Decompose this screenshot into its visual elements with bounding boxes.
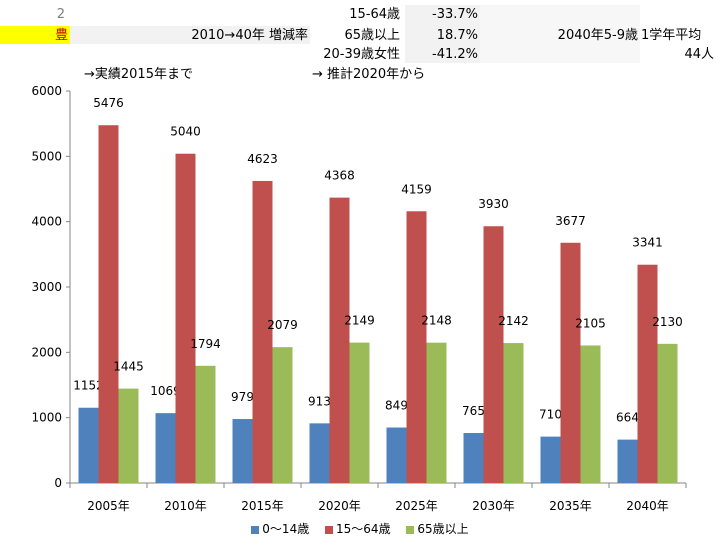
data-label: 1152 [73,379,104,393]
x-tick-label: 2030年 [472,499,515,513]
bar [503,343,524,483]
bar [175,153,196,483]
age-label-65plus: 65歳以上 [344,28,400,43]
data-label: 913 [308,394,331,408]
x-tick-label: 2035年 [549,499,592,513]
bar [426,342,447,483]
bar [78,407,99,483]
data-label: 1794 [190,337,221,351]
data-label: 849 [385,399,408,413]
y-tick-label: 0 [54,476,62,490]
note-actual: →実績2015年まで [84,67,193,82]
data-label: 979 [231,390,254,404]
data-label: 710 [539,408,562,422]
bar [386,427,407,483]
grade-average-title: 1学年平均 [641,28,702,43]
row-number: 2 [56,7,65,22]
data-label: 3930 [478,197,509,211]
data-label: 2130 [652,315,683,329]
data-label: 4368 [324,169,355,183]
bar [98,125,119,483]
data-label: 5476 [93,96,124,110]
legend-swatch-15-64 [325,525,334,534]
bar [329,197,350,483]
legend-item-0-14: 0～14歳 [251,520,309,537]
data-label: 4623 [247,152,278,166]
bar [617,439,638,483]
y-tick-label: 1000 [31,411,62,425]
legend-label-15-64: 15～64歳 [336,522,391,536]
bar [349,342,370,483]
data-label: 5040 [170,125,201,139]
bar [232,419,253,483]
data-label: 2149 [344,314,375,328]
bar [580,345,601,483]
change-rate-title: 2010→40年 増減率 [191,28,308,43]
x-tick-label: 2020年 [318,499,361,513]
y-tick-label: 3000 [31,280,62,294]
bar [252,180,273,484]
legend-swatch-65plus [406,525,415,534]
cell-bg-row1-left [0,5,70,23]
y-tick-label: 5000 [31,149,62,163]
age-label-15-64: 15-64歳 [349,7,400,22]
y-tick-label: 6000 [31,84,62,98]
bar [309,423,330,483]
legend-label-0-14: 0～14歳 [262,522,310,536]
cell-bg-row2-title [70,26,310,44]
cell-bg-row2-name [0,26,70,44]
bar [195,365,216,483]
data-label: 2105 [575,316,606,330]
bar [463,433,484,483]
data-label: 1445 [113,360,144,374]
data-label: 2142 [498,314,529,328]
grade-average-value: 44人 [684,47,714,62]
legend-item-65plus: 65歳以上 [406,520,469,537]
data-label: 3341 [632,236,663,250]
x-tick-label: 2040年 [626,499,669,513]
x-tick-label: 2015年 [241,499,284,513]
legend-swatch-0-14 [251,525,260,534]
data-label: 4159 [401,182,432,196]
rate-20-39-female: -41.2% [432,47,478,62]
rate-65plus: 18.7% [436,28,478,43]
legend-item-15-64: 15～64歳 [325,520,391,537]
data-label: 664 [616,411,639,425]
data-label: 1069 [150,384,181,398]
x-tick-label: 2005年 [87,499,130,513]
town-name: 豊 [54,28,68,43]
bar [540,436,561,483]
data-label: 2079 [267,318,298,332]
bar [272,347,293,483]
age-5-9-label: 2040年5-9歳 [557,28,638,43]
chart-legend: 0～14歳 15～64歳 65歳以上 [0,520,720,537]
bar [155,413,176,483]
bar [406,211,427,483]
y-tick-label: 2000 [31,345,62,359]
y-tick-label: 4000 [31,215,62,229]
data-label: 2148 [421,314,452,328]
cell-bg-values [405,5,480,63]
x-tick-label: 2010年 [164,499,207,513]
bar [637,264,658,483]
data-label: 3677 [555,214,586,228]
note-estimate: → 推計2020年から [312,67,426,82]
bar [118,388,139,483]
bar [657,343,678,483]
bar [483,226,504,484]
bar [560,242,581,483]
cell-bg-extra [480,5,640,63]
age-label-20-39-female: 20-39歳女性 [323,47,400,62]
rate-15-64: -33.7% [432,7,478,22]
legend-label-65plus: 65歳以上 [417,522,469,536]
x-tick-label: 2025年 [395,499,438,513]
data-label: 765 [462,404,485,418]
